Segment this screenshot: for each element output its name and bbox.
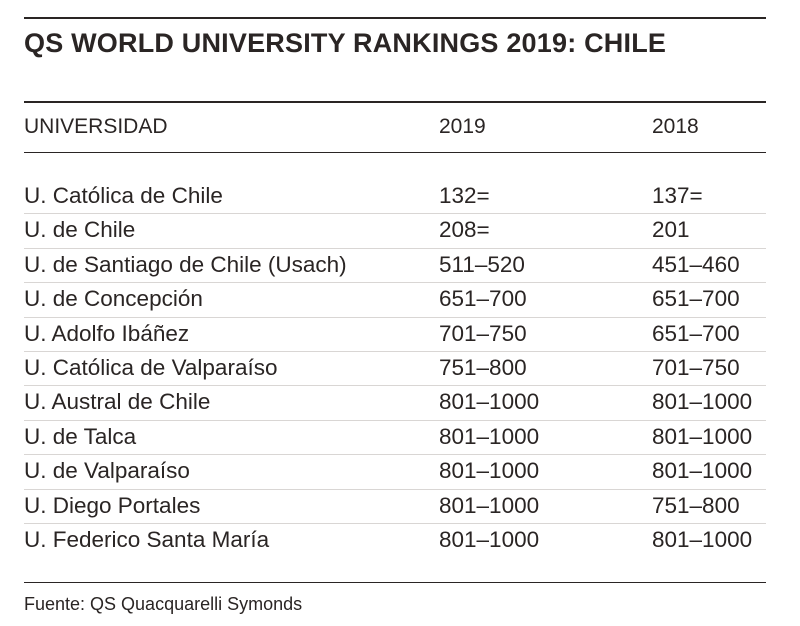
rank-2019: 751–800 [439,354,527,380]
table-row: U. Católica de Chile 132= 137= [24,180,766,215]
ranking-table: U. Católica de Chile 132= 137= U. de Chi… [24,180,766,557]
table-row: U. Adolfo Ibáñez 701–750 651–700 [24,318,766,352]
table-row: U. de Chile 208= 201 [24,214,766,249]
rank-2018: 701–750 [652,354,740,380]
university-name: U. de Santiago de Chile (Usach) [24,251,347,277]
table-row: U. Austral de Chile 801–1000 801–1000 [24,386,766,421]
rank-2019: 511–520 [439,251,525,277]
rank-2018: 451–460 [652,251,740,277]
title-divider [24,101,766,103]
rank-2018: 801–1000 [652,458,753,484]
university-name: U. Austral de Chile [24,389,211,415]
header-2019: 2019 [439,115,486,138]
header-university: UNIVERSIDAD [24,115,168,138]
table-row: U. Federico Santa María 801–1000 801–100… [24,524,766,557]
header-2018: 2018 [652,115,699,138]
top-rule [24,17,766,19]
rank-2019: 801–1000 [439,492,540,518]
rank-2019: 801–1000 [439,526,540,552]
table-row: U. de Santiago de Chile (Usach) 511–520 … [24,249,766,284]
rank-2019: 208= [439,217,490,243]
university-name: U. Adolfo Ibáñez [24,320,190,346]
university-name: U. Católica de Valparaíso [24,354,278,380]
rank-2018: 801–1000 [652,423,753,449]
source-note: Fuente: QS Quacquarelli Symonds [24,594,303,614]
university-name: U. de Chile [24,217,136,243]
rank-2019: 651–700 [439,286,527,312]
table-row: U. de Talca 801–1000 801–1000 [24,421,766,456]
university-name: U. de Concepción [24,286,203,312]
university-name: U. Católica de Chile [24,183,223,208]
rank-2018: 137= [652,183,703,208]
rank-2018: 201 [652,217,690,243]
header-divider [24,152,766,153]
footer-divider [24,582,766,583]
table-row: U. Diego Portales 801–1000 751–800 [24,490,766,524]
rank-2019: 132= [439,183,490,208]
rank-2018: 801–1000 [652,526,753,552]
university-name: U. de Talca [24,423,137,449]
rank-2018: 801–1000 [652,389,753,415]
rank-2019: 801–1000 [439,458,540,484]
rank-2018: 651–700 [652,320,740,346]
university-name: U. Diego Portales [24,492,201,518]
table-row: U. de Valparaíso 801–1000 801–1000 [24,455,766,490]
rank-2019: 701–750 [439,320,527,346]
rank-2019: 801–1000 [439,389,540,415]
rank-2018: 651–700 [652,286,740,312]
university-name: U. Federico Santa María [24,526,270,552]
table-row: U. de Concepción 651–700 651–700 [24,283,766,318]
table-header: UNIVERSIDAD 2019 2018 [24,113,766,145]
table-title: QS WORLD UNIVERSITY RANKINGS 2019: CHILE [24,28,667,58]
table-row: U. Católica de Valparaíso 751–800 701–75… [24,352,766,387]
rank-2019: 801–1000 [439,423,540,449]
rank-2018: 751–800 [652,492,740,518]
university-name: U. de Valparaíso [24,458,190,484]
